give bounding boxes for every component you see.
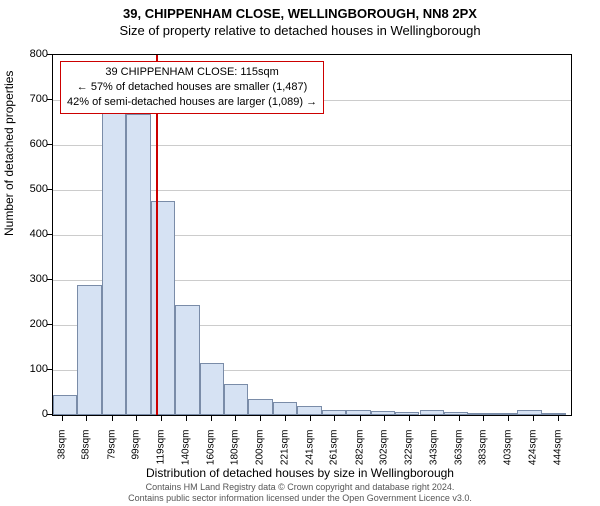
x-tick-mark — [260, 416, 261, 421]
x-tick-mark — [235, 416, 236, 421]
x-tick-label: 58sqm — [81, 430, 92, 480]
y-tick-mark — [47, 144, 52, 145]
y-tick-mark — [47, 234, 52, 235]
x-tick-label: 403sqm — [502, 430, 513, 480]
histogram-bar — [468, 413, 492, 415]
x-tick-mark — [62, 416, 63, 421]
x-tick-label: 322sqm — [403, 430, 414, 480]
x-tick-mark — [483, 416, 484, 421]
x-tick-mark — [533, 416, 534, 421]
x-tick-mark — [136, 416, 137, 421]
x-tick-label: 221sqm — [280, 430, 291, 480]
y-tick-mark — [47, 54, 52, 55]
x-tick-label: 424sqm — [528, 430, 539, 480]
x-tick-label: 363sqm — [453, 430, 464, 480]
y-tick-label: 0 — [8, 408, 48, 420]
y-tick-label: 100 — [8, 363, 48, 375]
histogram-bar — [151, 201, 175, 415]
histogram-bar — [542, 413, 566, 415]
x-tick-label: 38sqm — [56, 430, 67, 480]
page-title: 39, CHIPPENHAM CLOSE, WELLINGBOROUGH, NN… — [0, 6, 600, 21]
page-subtitle: Size of property relative to detached ho… — [0, 23, 600, 38]
x-tick-label: 79sqm — [106, 430, 117, 480]
footer-line-2: Contains public sector information licen… — [0, 493, 600, 504]
x-tick-mark — [211, 416, 212, 421]
histogram-bar — [248, 399, 272, 415]
x-tick-mark — [459, 416, 460, 421]
x-tick-mark — [310, 416, 311, 421]
info-line-3: 42% of semi-detached houses are larger (… — [67, 95, 317, 110]
histogram-bar — [102, 109, 126, 415]
x-tick-mark — [434, 416, 435, 421]
y-tick-mark — [47, 369, 52, 370]
y-tick-label: 400 — [8, 228, 48, 240]
x-tick-label: 200sqm — [254, 430, 265, 480]
y-tick-mark — [47, 324, 52, 325]
marker-info-box: 39 CHIPPENHAM CLOSE: 115sqm ← 57% of det… — [60, 61, 324, 114]
x-tick-mark — [508, 416, 509, 421]
x-tick-mark — [334, 416, 335, 421]
x-tick-mark — [558, 416, 559, 421]
histogram-bar — [395, 412, 419, 415]
footer-line-1: Contains HM Land Registry data © Crown c… — [0, 482, 600, 493]
y-tick-mark — [47, 99, 52, 100]
y-tick-mark — [47, 279, 52, 280]
x-tick-label: 261sqm — [329, 430, 340, 480]
histogram-bar — [346, 410, 370, 415]
x-tick-label: 241sqm — [304, 430, 315, 480]
x-tick-label: 343sqm — [429, 430, 440, 480]
histogram-bar — [297, 406, 321, 415]
y-tick-label: 300 — [8, 273, 48, 285]
footer-attribution: Contains HM Land Registry data © Crown c… — [0, 482, 600, 504]
histogram-bar — [273, 402, 297, 416]
y-tick-mark — [47, 189, 52, 190]
x-tick-mark — [409, 416, 410, 421]
histogram-bar — [371, 411, 395, 415]
histogram-bar — [322, 410, 346, 415]
histogram-bar — [53, 395, 77, 415]
histogram-bar — [444, 412, 468, 415]
y-tick-label: 200 — [8, 318, 48, 330]
histogram-bar — [175, 305, 199, 415]
histogram-bar — [420, 410, 444, 415]
y-tick-mark — [47, 414, 52, 415]
histogram-bar — [224, 384, 248, 416]
x-tick-label: 383sqm — [478, 430, 489, 480]
histogram-bar — [77, 285, 101, 416]
x-tick-label: 180sqm — [230, 430, 241, 480]
histogram-bar — [493, 413, 517, 415]
x-tick-mark — [360, 416, 361, 421]
y-tick-label: 600 — [8, 138, 48, 150]
x-tick-mark — [285, 416, 286, 421]
x-tick-mark — [112, 416, 113, 421]
x-tick-label: 282sqm — [354, 430, 365, 480]
histogram-bar — [200, 363, 224, 415]
y-tick-label: 800 — [8, 48, 48, 60]
x-tick-label: 444sqm — [552, 430, 563, 480]
y-tick-label: 500 — [8, 183, 48, 195]
histogram-bar — [517, 410, 541, 415]
x-tick-mark — [186, 416, 187, 421]
y-tick-label: 700 — [8, 93, 48, 105]
x-tick-mark — [161, 416, 162, 421]
x-tick-mark — [86, 416, 87, 421]
x-tick-label: 140sqm — [181, 430, 192, 480]
info-line-2: ← 57% of detached houses are smaller (1,… — [67, 80, 317, 95]
x-tick-label: 302sqm — [379, 430, 390, 480]
x-tick-mark — [384, 416, 385, 421]
x-tick-label: 160sqm — [205, 430, 216, 480]
histogram-bar — [126, 114, 150, 416]
info-line-1: 39 CHIPPENHAM CLOSE: 115sqm — [67, 65, 317, 80]
x-tick-label: 119sqm — [155, 430, 166, 480]
x-tick-label: 99sqm — [131, 430, 142, 480]
